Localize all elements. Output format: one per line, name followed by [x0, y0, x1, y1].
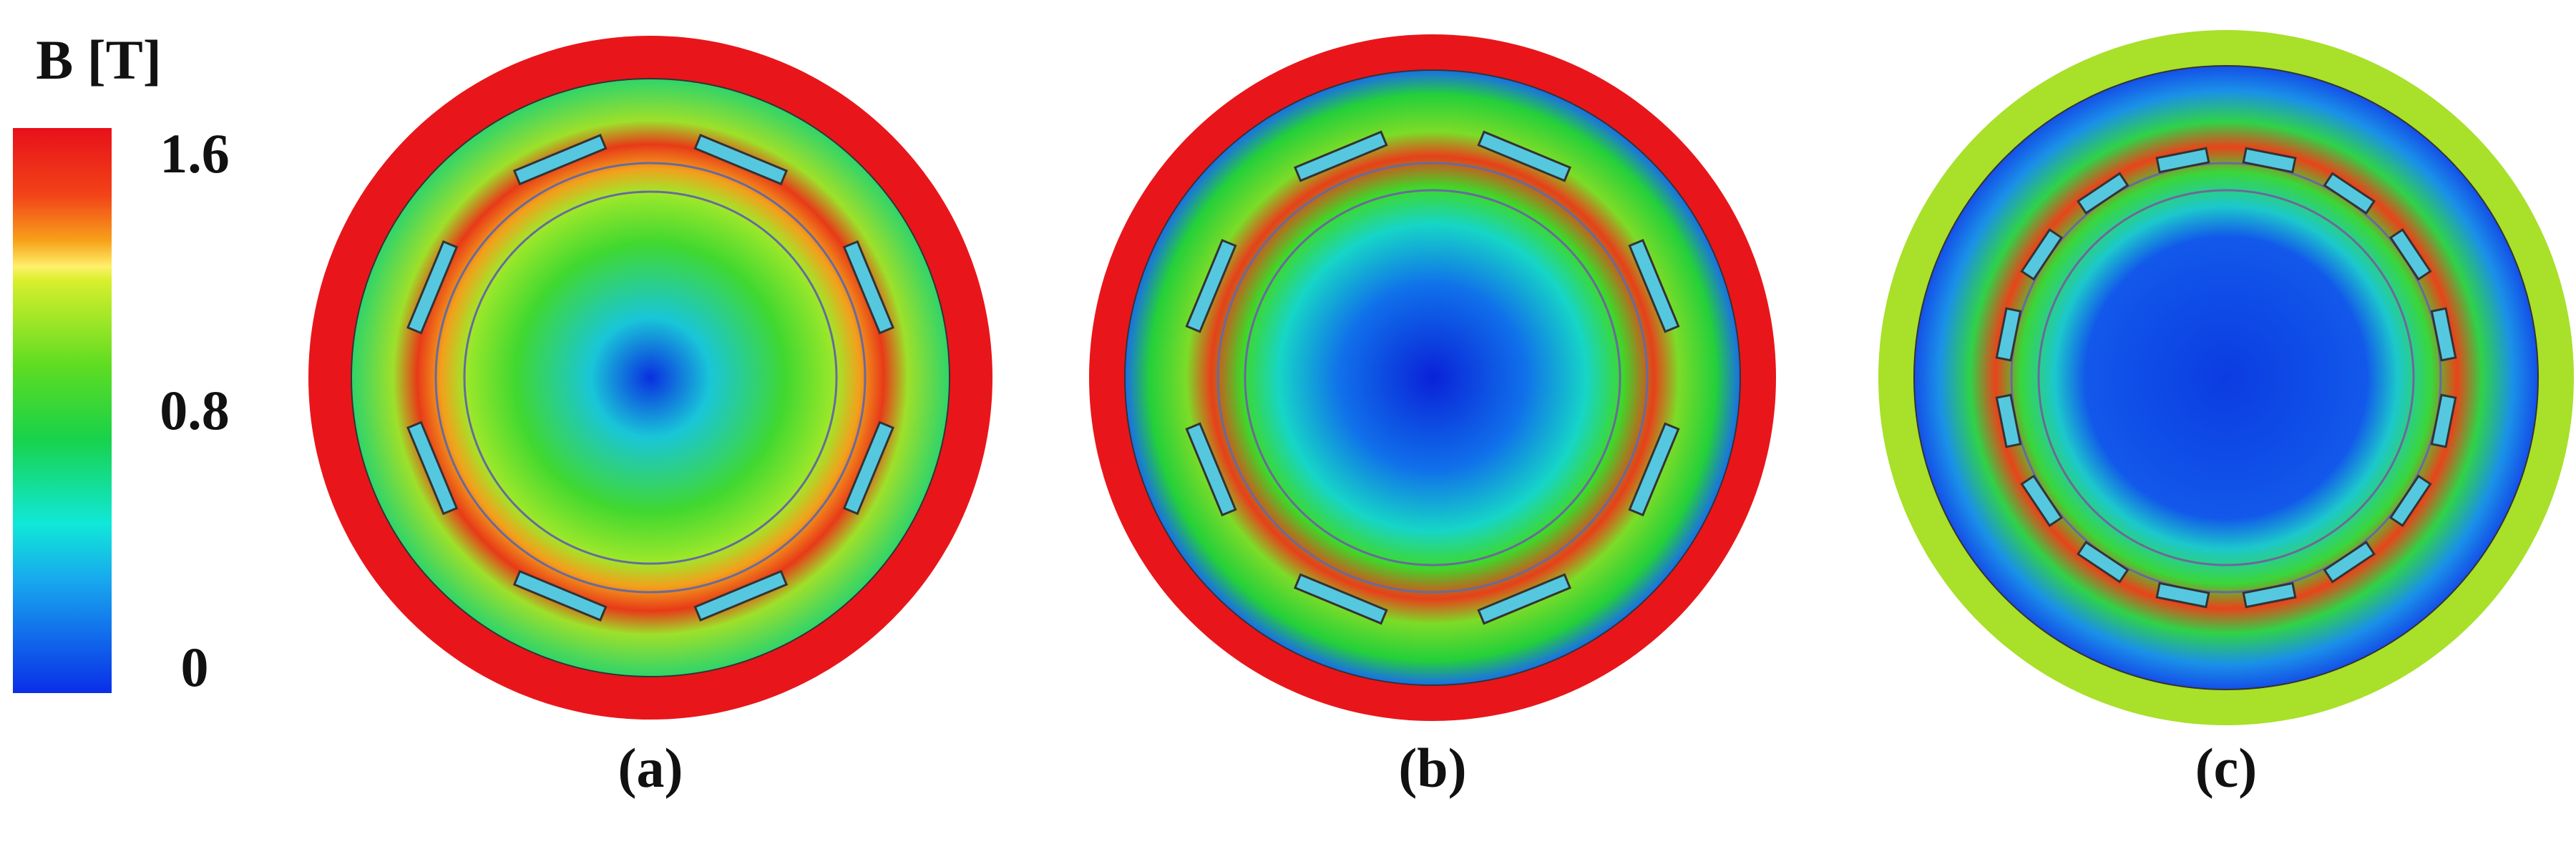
- magnet: [1477, 573, 1572, 625]
- stator-bore: [1124, 69, 1741, 686]
- airgap: [463, 190, 838, 565]
- colorbar-tick-label: 0: [181, 636, 209, 698]
- magnet: [2430, 307, 2457, 362]
- colorbar: [13, 128, 112, 693]
- colorbar-ticks: 1.6 0.8 0: [160, 122, 230, 698]
- magnet: [1293, 573, 1388, 625]
- magnet: [842, 240, 894, 335]
- airgap: [1216, 162, 1649, 594]
- magnet: [2020, 228, 2064, 281]
- magnet: [2077, 172, 2129, 215]
- panel-labels: (a) (b) (c): [618, 737, 2258, 799]
- magnet: [512, 134, 608, 186]
- panel-a: [308, 36, 992, 720]
- magnet: [1185, 238, 1237, 333]
- stator-bore: [351, 78, 950, 677]
- magnet: [2323, 172, 2376, 215]
- magnet: [2077, 540, 2129, 584]
- panel-label: (c): [2195, 737, 2258, 799]
- panel-c: [1878, 30, 2574, 725]
- magnet: [693, 569, 789, 622]
- magnet: [2155, 147, 2210, 174]
- magnet: [1185, 422, 1237, 517]
- magnet: [1628, 238, 1680, 333]
- magnet: [2242, 581, 2297, 609]
- colorbar-tick-label: 1.6: [160, 122, 230, 185]
- magnet: [512, 569, 608, 622]
- magnet: [1628, 422, 1680, 517]
- magnet: [1293, 130, 1388, 182]
- airgap: [434, 162, 867, 594]
- magnet: [406, 240, 459, 335]
- magnet: [842, 421, 894, 516]
- magnet: [2323, 540, 2376, 584]
- magnet: [2389, 228, 2432, 281]
- colorbar-tick-label: 0.8: [160, 379, 230, 441]
- magnet: [2389, 474, 2432, 527]
- magnet: [2242, 147, 2297, 174]
- magnet: [2430, 393, 2457, 448]
- airgap: [1244, 189, 1621, 566]
- magnet: [1995, 393, 2022, 448]
- panel-label: (a): [618, 737, 683, 799]
- airgap: [2037, 189, 2415, 566]
- panel-b: [1089, 34, 1776, 721]
- colorbar-title: B [T]: [36, 29, 162, 91]
- airgap: [2010, 162, 2442, 594]
- magnet: [1995, 307, 2022, 362]
- magnet: [2020, 474, 2064, 527]
- magnet: [2155, 581, 2210, 609]
- magnet: [1477, 130, 1572, 182]
- panel-label: (b): [1398, 737, 1466, 799]
- magnet: [693, 134, 789, 186]
- magnet: [406, 421, 459, 516]
- stator-bore: [1913, 65, 2539, 690]
